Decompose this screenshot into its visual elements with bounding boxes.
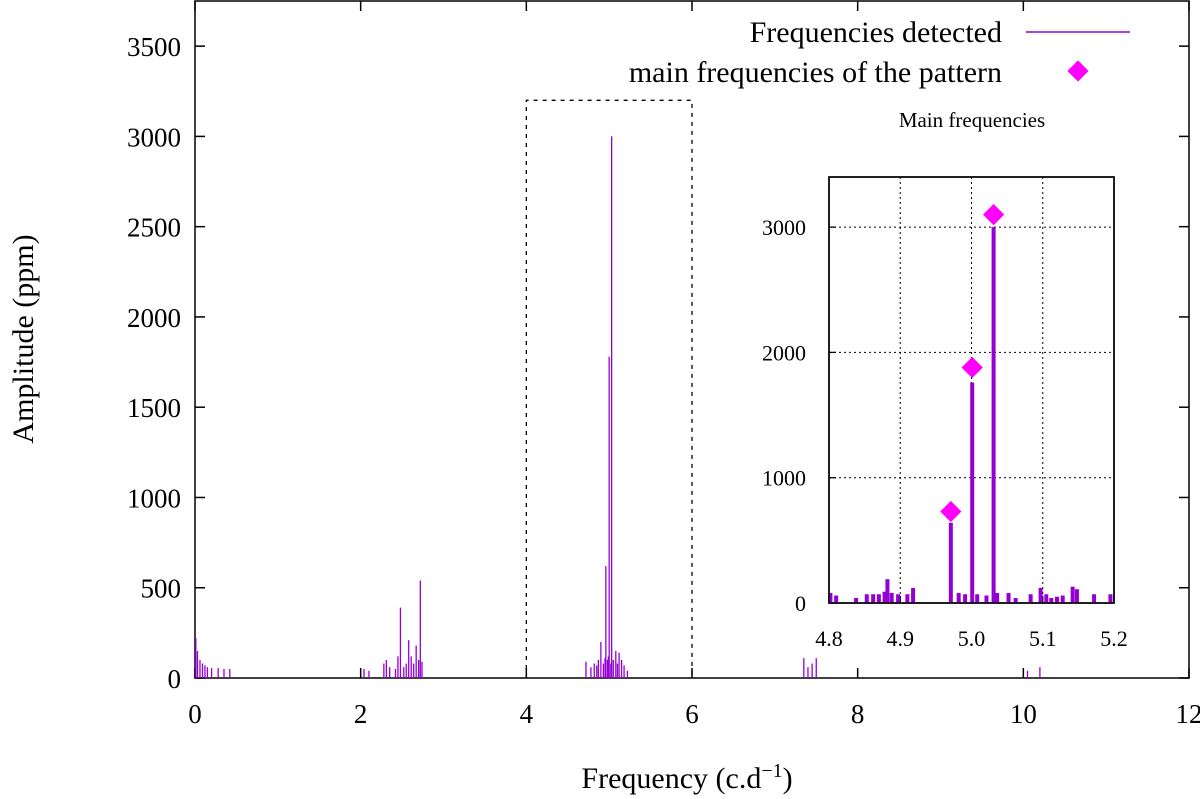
inset-x-tick-label: 5.1 — [1029, 626, 1057, 651]
y-tick-label: 500 — [141, 574, 182, 604]
main-frequency-point — [961, 356, 983, 379]
y-tick-label: 2500 — [127, 213, 181, 243]
inset-title: Main frequencies — [899, 108, 1045, 132]
main-impulse-series — [195, 136, 1041, 678]
x-tick-label: 0 — [188, 699, 202, 729]
inset-y-tick-label: 2000 — [762, 340, 806, 365]
x-tick-label: 4 — [520, 699, 534, 729]
inset-y-tick-label: 1000 — [762, 466, 806, 491]
zoom-region-box — [525, 99, 693, 678]
inset-main-points — [940, 203, 1005, 523]
inset-x-tick-label: 5.0 — [958, 626, 986, 651]
inset-axis-ticks: 4.8 4.9 5.0 5.1 5.2 0 1000 2000 3000 — [762, 215, 1128, 651]
x-axis-title: Frequency (c.d−1) — [581, 760, 792, 795]
main-frequency-point — [982, 203, 1005, 226]
x-tick-label: 10 — [1010, 699, 1037, 729]
main-frequency-point — [940, 500, 962, 523]
legend-diamond-main — [1067, 60, 1089, 82]
x-tick-label: 12 — [1176, 699, 1200, 729]
y-axis-title: Amplitude (ppm) — [7, 234, 40, 443]
zoom-box-layer — [525, 99, 693, 678]
legend-label-main: main frequencies of the pattern — [629, 56, 1002, 89]
y-tick-label: 1500 — [127, 393, 181, 423]
x-tick-label: 6 — [685, 699, 699, 729]
inset-frame-outline — [828, 176, 1115, 604]
y-tick-label: 3500 — [127, 32, 181, 62]
y-tick-label: 0 — [168, 664, 182, 694]
inset-y-tick-label: 3000 — [762, 215, 806, 240]
x-tick-label: 2 — [354, 699, 368, 729]
legend: Frequencies detected main frequencies of… — [629, 16, 1130, 89]
main-axis-ticks: 0 2 4 6 8 10 12 0 500 1000 1500 2000 2500 3000 3500 — [127, 1, 1200, 729]
x-tick-label: 8 — [851, 699, 865, 729]
legend-label-detected: Frequencies detected — [750, 16, 1002, 49]
inset-x-tick-label: 4.9 — [887, 626, 915, 651]
inset-x-tick-label: 5.2 — [1100, 626, 1128, 651]
inset-x-tick-label: 4.8 — [815, 626, 843, 651]
y-tick-label: 1000 — [127, 483, 181, 513]
inset-y-tick-label: 0 — [795, 591, 806, 616]
y-tick-label: 3000 — [127, 122, 181, 152]
y-tick-label: 2000 — [127, 303, 181, 333]
inset-impulse-series — [828, 227, 1113, 603]
